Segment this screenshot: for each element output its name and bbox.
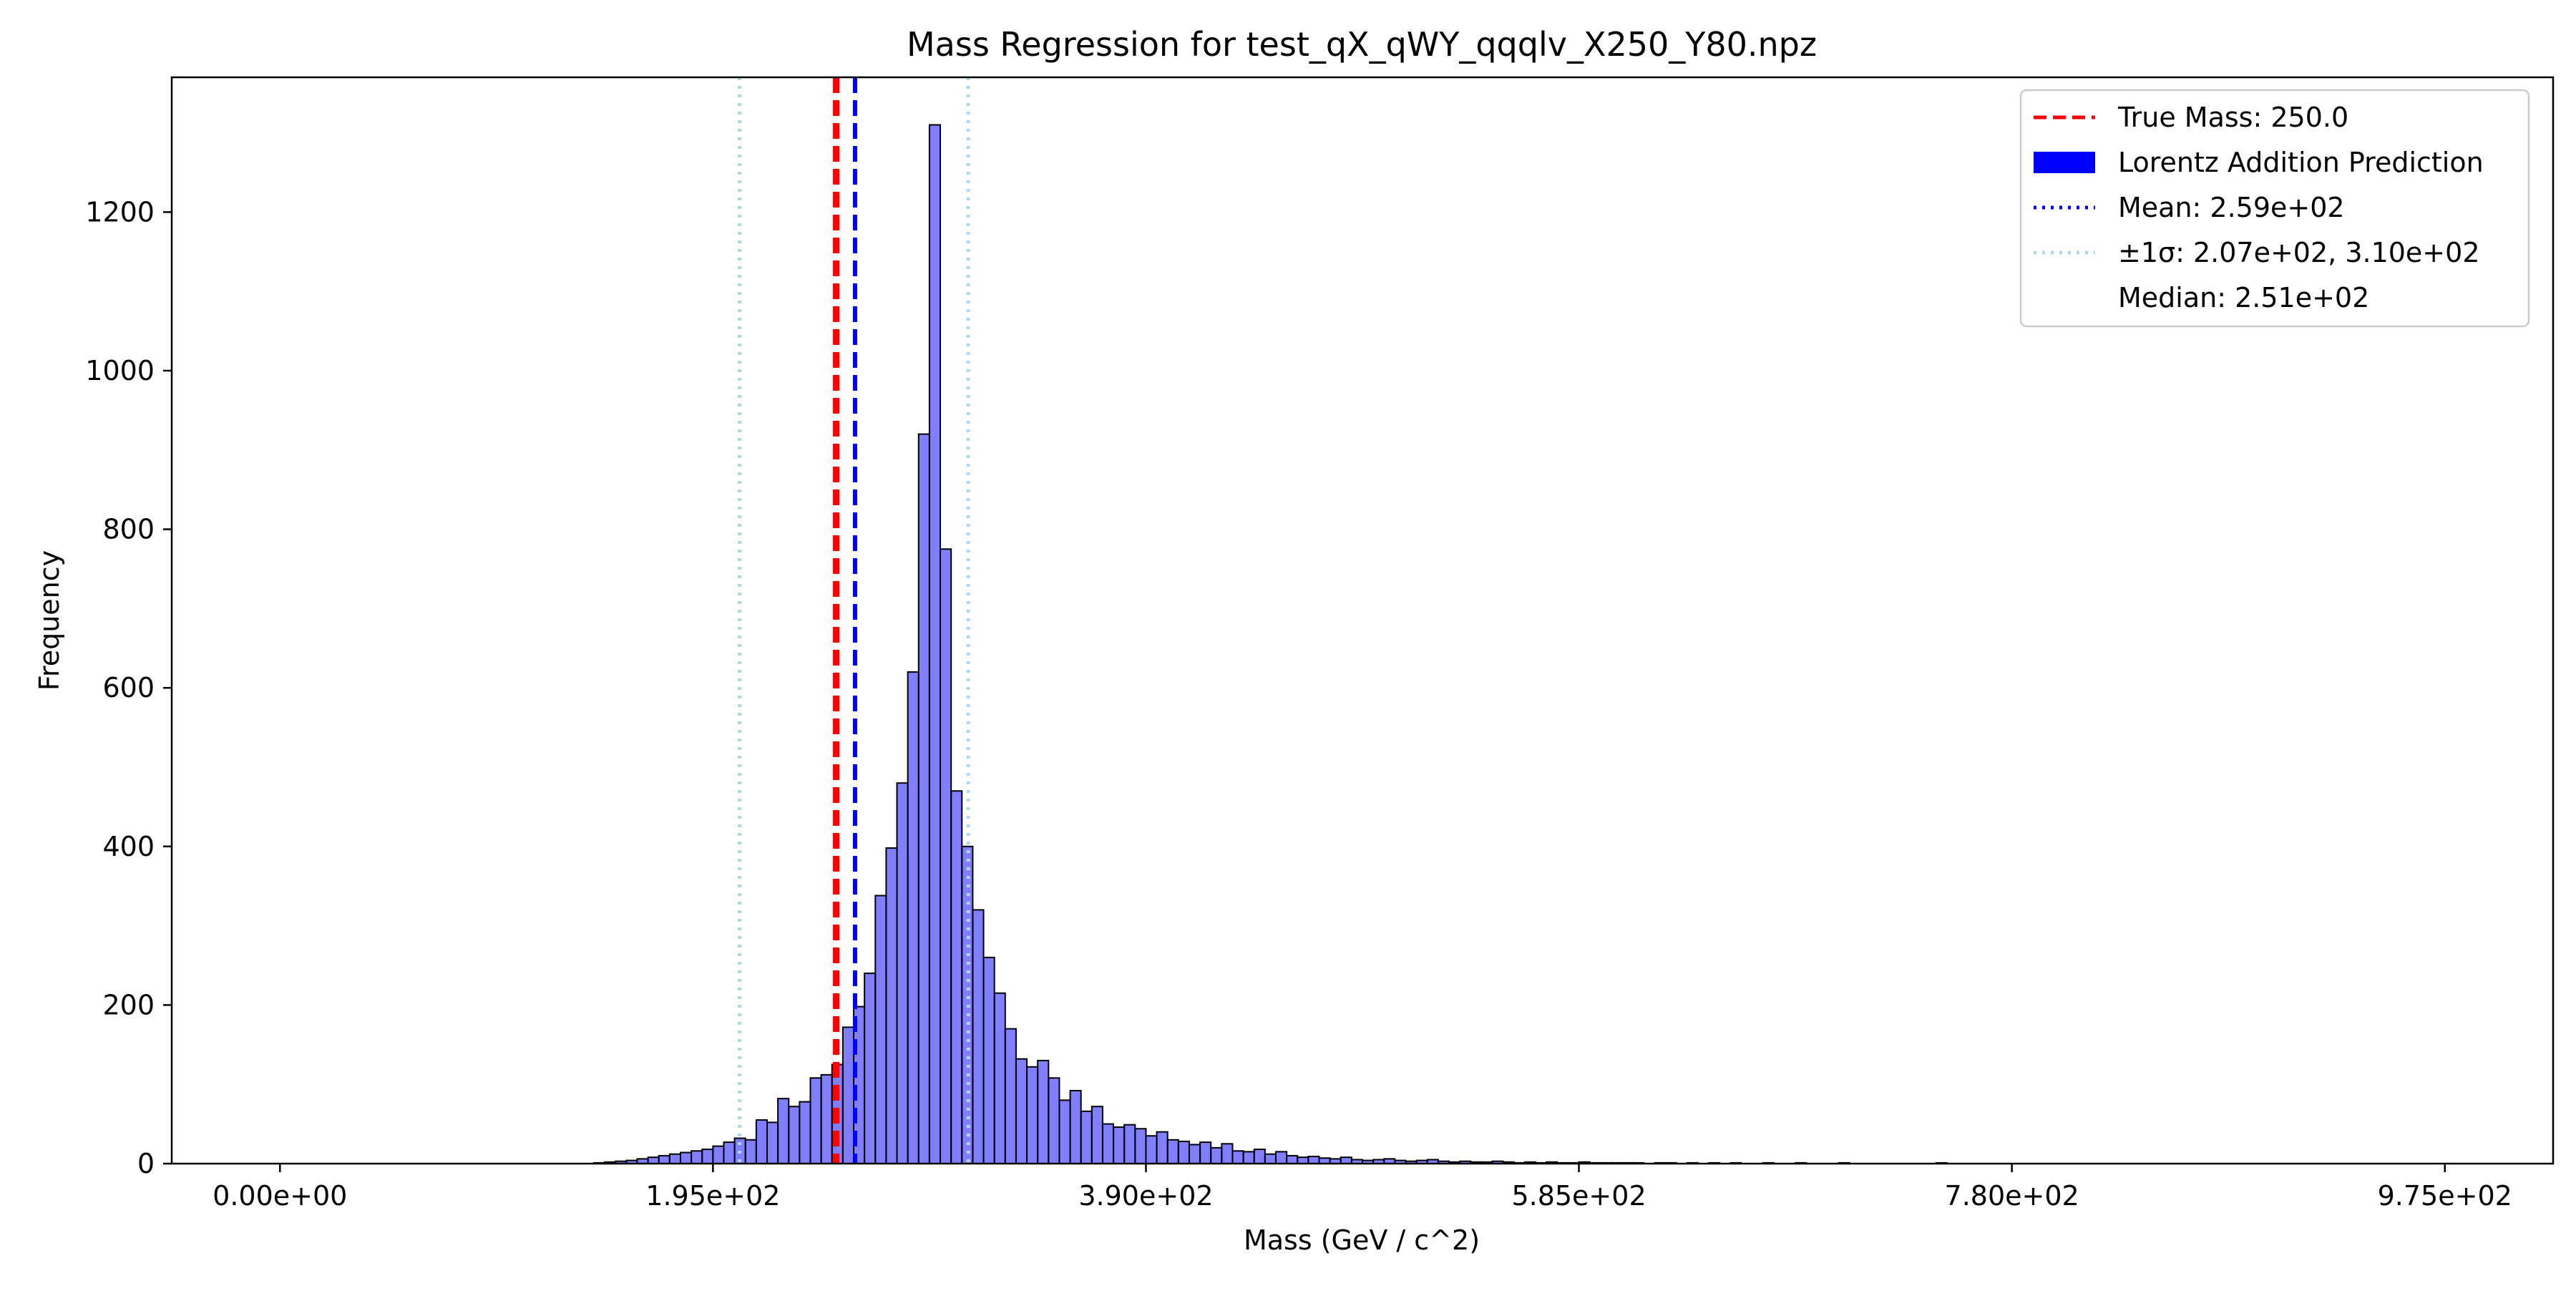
histogram-bar — [658, 1154, 670, 1165]
x-tick-label: 9.75e+02 — [2378, 1180, 2512, 1212]
x-tick-label: 7.80e+02 — [1945, 1180, 2079, 1212]
histogram-bar — [1145, 1135, 1158, 1164]
histogram-bar — [755, 1119, 768, 1165]
histogram-bar — [1264, 1153, 1277, 1164]
y-axis-label: Frequency — [34, 550, 65, 691]
histogram-bar — [1297, 1156, 1309, 1165]
histogram-bar — [1058, 1099, 1071, 1164]
legend-entry-label: True Mass: 250.0 — [2117, 102, 2348, 133]
histogram-bar — [928, 124, 942, 1165]
histogram-bar — [993, 992, 1006, 1165]
histogram-bar — [907, 671, 919, 1164]
histogram-bar — [1037, 1059, 1050, 1164]
x-tick-label: 3.90e+02 — [1078, 1180, 1213, 1212]
x-tick-label: 1.95e+02 — [645, 1180, 780, 1212]
histogram-bar — [1307, 1156, 1320, 1165]
histogram-bar — [1210, 1146, 1223, 1164]
histogram-bar — [1156, 1131, 1169, 1165]
histogram-bar — [1015, 1058, 1028, 1164]
x-tick-label: 5.85e+02 — [1511, 1180, 1646, 1212]
legend-box — [2019, 89, 2530, 328]
legend-entry-label: ±1σ: 2.07e+02, 3.10e+02 — [2118, 237, 2480, 268]
plot-frame — [170, 76, 2555, 1165]
histogram-bar — [1253, 1149, 1266, 1165]
histogram-bar — [679, 1151, 693, 1164]
histogram-bar — [647, 1156, 660, 1165]
histogram-bar — [1123, 1124, 1136, 1164]
histogram-bar — [940, 548, 952, 1164]
histogram-bar — [1004, 1028, 1017, 1165]
histogram-bar — [841, 1026, 855, 1165]
histogram-bar — [864, 973, 877, 1164]
histogram-bar — [1221, 1143, 1234, 1165]
histogram-bar — [1134, 1128, 1147, 1164]
histogram-bar — [917, 433, 930, 1164]
y-tick-label: 800 — [102, 514, 155, 545]
histogram-bar — [1080, 1110, 1093, 1164]
histogram-bar — [1242, 1151, 1255, 1165]
histogram-bar — [1274, 1151, 1288, 1165]
histogram-bar — [1091, 1106, 1103, 1164]
histogram-bar — [788, 1106, 801, 1164]
histogram-bar — [1069, 1090, 1082, 1165]
histogram-bar — [820, 1073, 833, 1165]
legend-entry-label: Mean: 2.59e+02 — [2118, 192, 2345, 223]
y-tick-label: 1000 — [85, 355, 155, 386]
histogram-bar — [1113, 1126, 1126, 1165]
y-tick-label: 0 — [137, 1148, 155, 1179]
histogram-bar — [1177, 1140, 1190, 1164]
histogram-bar — [691, 1150, 703, 1165]
legend-patch-icon — [2034, 152, 2095, 173]
y-tick-label: 200 — [102, 989, 155, 1020]
histogram-bar — [668, 1153, 681, 1164]
chart-title: Mass Regression for test_qX_qWY_qqqlv_X2… — [907, 25, 1817, 64]
x-axis-label: Mass (GeV / c^2) — [1244, 1224, 1480, 1256]
histogram-bar — [1340, 1156, 1352, 1165]
reference-lines — [738, 77, 970, 1164]
x-tick-label: 0.00e+00 — [213, 1180, 347, 1212]
y-tick-label: 400 — [102, 831, 155, 862]
histogram-bar — [777, 1098, 790, 1165]
histogram-bar — [744, 1139, 757, 1165]
histogram-bar — [1188, 1144, 1201, 1165]
histogram-bar — [874, 895, 887, 1164]
histogram-bar — [982, 956, 995, 1165]
legend: True Mass: 250.0 Lorentz Addition Predict… — [2019, 89, 2530, 328]
histogram-bar — [799, 1101, 811, 1164]
histogram-bar — [950, 790, 963, 1164]
histogram-bar — [1199, 1141, 1212, 1164]
legend-entry-label: Lorentz Addition Prediction — [2118, 147, 2484, 178]
histogram-bar — [701, 1149, 714, 1165]
histogram-bar — [896, 782, 909, 1164]
histogram-bar — [972, 909, 985, 1165]
histogram-bar — [1048, 1077, 1060, 1164]
histogram-bar — [1101, 1123, 1115, 1164]
histogram-bar — [1286, 1154, 1299, 1165]
histogram-bar — [766, 1121, 779, 1165]
y-tick-label: 1200 — [85, 196, 155, 228]
histogram-bar — [1166, 1139, 1179, 1165]
plot-area: 0.00e+00 1.95e+02 3.90e+02 5.85e+02 7.80e+02… — [85, 76, 2555, 1212]
histogram-bar — [1231, 1150, 1244, 1165]
histogram-bar — [885, 847, 898, 1164]
histogram-bar — [809, 1077, 822, 1164]
histogram-bar — [1026, 1066, 1039, 1164]
histogram-bar — [712, 1145, 725, 1164]
legend-entry-label: Median: 2.51e+02 — [2118, 282, 2369, 313]
y-tick-label: 600 — [102, 672, 155, 703]
histogram-bar — [723, 1141, 736, 1164]
